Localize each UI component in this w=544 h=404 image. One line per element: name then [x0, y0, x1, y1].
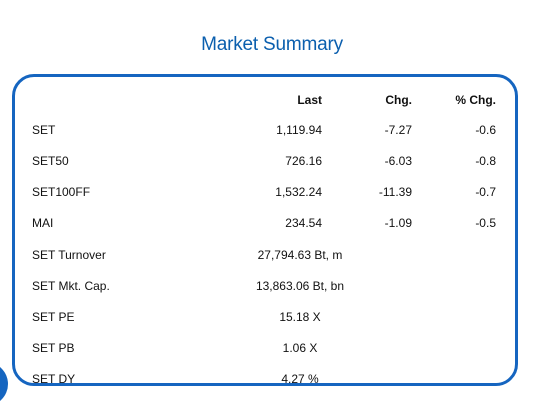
header-last: Last — [297, 93, 322, 107]
row-label-set: SET — [32, 123, 56, 137]
row-label-turnover: SET Turnover — [32, 248, 106, 262]
row-last-set50: 726.16 — [285, 154, 322, 168]
row-value-turnover: 27,794.63 Bt, m — [257, 248, 343, 262]
row-chg-set100ff: -11.39 — [378, 185, 412, 199]
row-label-pe: SET PE — [32, 310, 75, 324]
page-title: Market Summary — [201, 34, 343, 55]
row-value-pb: 1.06 X — [282, 341, 318, 355]
row-label-mai: MAI — [32, 216, 54, 230]
row-last-mai: 234.54 — [285, 216, 322, 230]
row-label-pb: SET PB — [32, 341, 75, 355]
row-pct-mai: -0.5 — [475, 216, 496, 230]
row-value-mkt-cap: 13,863.06 Bt, bn — [255, 279, 345, 293]
header-chg: Chg. — [385, 93, 412, 107]
decorative-blob — [0, 362, 8, 404]
row-last-set100ff: 1,532.24 — [275, 185, 322, 199]
row-pct-set100ff: -0.7 — [475, 185, 496, 199]
row-value-pe: 15.18 X — [279, 310, 321, 324]
row-chg-set50: -6.03 — [384, 154, 412, 168]
row-label-set100ff: SET100FF — [32, 185, 91, 199]
row-last-set: 1,119.94 — [276, 123, 322, 137]
row-label-dy: SET DY — [32, 372, 76, 386]
row-pct-set50: -0.8 — [475, 154, 496, 168]
row-label-set50: SET50 — [32, 154, 69, 168]
row-value-dy: 4.27 % — [281, 372, 319, 386]
row-label-mkt-cap: SET Mkt. Cap. — [32, 279, 110, 293]
market-summary-panel — [12, 74, 518, 386]
row-chg-set: -7.27 — [384, 123, 412, 137]
row-chg-mai: -1.09 — [384, 216, 412, 230]
row-pct-set: -0.6 — [475, 123, 496, 137]
header-pct-chg: % Chg. — [455, 93, 496, 107]
